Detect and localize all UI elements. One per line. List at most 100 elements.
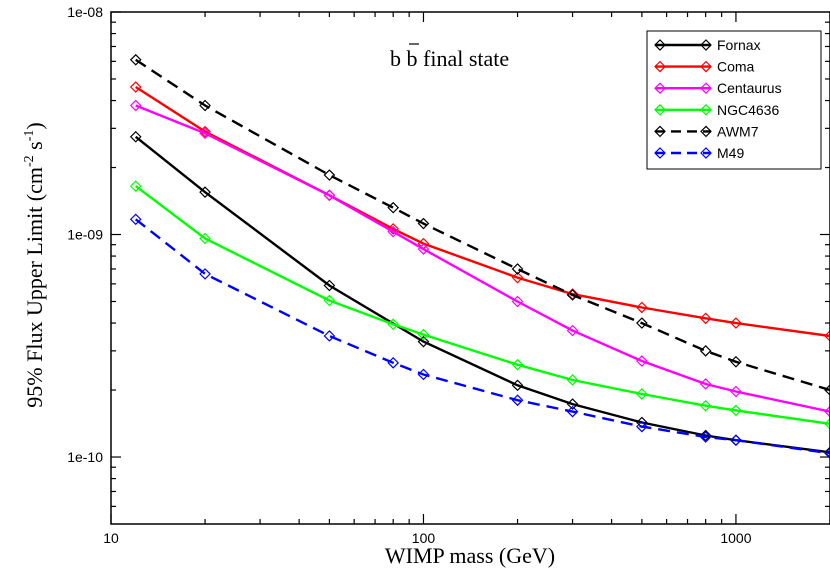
data-point-marker	[730, 434, 742, 447]
legend-box	[646, 30, 822, 170]
data-point-marker	[566, 374, 579, 386]
data-point-marker	[636, 317, 648, 329]
data-point-marker	[387, 201, 400, 214]
data-point-marker	[129, 53, 142, 66]
legend-label: NGC4636	[717, 102, 779, 118]
legend-marker	[654, 82, 666, 95]
data-point-marker	[129, 81, 142, 93]
data-point-marker	[387, 356, 400, 369]
x-tick-label: 100	[412, 530, 436, 546]
data-point-marker	[824, 405, 830, 418]
legend-marker	[700, 147, 712, 159]
data-point-marker	[199, 125, 211, 138]
legend-marker	[654, 103, 666, 116]
data-point-marker	[323, 294, 336, 307]
legend: Fornax Coma Centaurus NGC4636 AWM7 M49	[646, 30, 822, 170]
legend-label: AWM7	[717, 123, 759, 139]
data-point-marker	[824, 417, 830, 430]
x-tick-label: 1000	[720, 530, 751, 546]
legend-marker	[700, 103, 712, 116]
data-point-marker	[199, 127, 211, 140]
data-point-marker	[730, 317, 742, 329]
legend-marker	[654, 147, 666, 159]
series-layer	[129, 53, 830, 460]
series-line	[135, 104, 830, 413]
series-line	[134, 218, 830, 455]
data-point-marker	[699, 345, 712, 357]
data-point-marker	[417, 217, 430, 230]
data-point-marker	[323, 189, 336, 202]
data-point-marker	[824, 447, 830, 460]
data-point-marker	[730, 385, 742, 398]
legend-label: Centaurus	[717, 80, 782, 96]
data-point-marker	[824, 330, 830, 342]
data-point-marker	[699, 429, 712, 442]
annotation-bbar: b	[407, 46, 418, 71]
tick-layer: 10 100 1000 1e-10 1e-09 1e-08	[67, 4, 830, 546]
data-point-marker	[129, 213, 142, 226]
y-tick-label: 1e-09	[67, 227, 103, 243]
data-point-marker	[730, 404, 742, 417]
data-point-marker	[417, 368, 430, 381]
series-line	[134, 185, 830, 425]
data-point-marker	[566, 324, 579, 337]
data-point-marker	[129, 130, 142, 143]
data-point-marker	[129, 180, 142, 192]
data-point-marker	[566, 288, 579, 300]
data-point-marker	[511, 379, 524, 392]
y-axis-title: 95% Flux Upper Limit (cm-2 s-1)	[22, 122, 47, 407]
data-point-marker	[387, 318, 400, 331]
x-tick-label: 10	[103, 530, 119, 546]
data-point-marker	[387, 223, 400, 235]
legend-marker	[654, 39, 666, 51]
series-ngc4636	[129, 180, 830, 430]
data-point-marker	[566, 398, 579, 410]
data-point-marker	[511, 358, 524, 371]
annotation-text: b b final state	[390, 46, 509, 71]
x-axis-title: WIMP mass (GeV)	[385, 543, 555, 568]
data-point-marker	[511, 394, 524, 407]
data-point-marker	[824, 446, 830, 459]
y-tick-label: 1e-10	[67, 449, 103, 465]
data-point-marker	[129, 99, 142, 112]
data-point-marker	[199, 268, 211, 280]
legend-marker	[700, 82, 712, 95]
data-point-marker	[566, 405, 579, 418]
legend-marker	[700, 39, 712, 51]
legend-label: M49	[717, 145, 744, 161]
data-point-marker	[511, 295, 524, 308]
data-point-marker	[323, 169, 336, 181]
data-point-marker	[417, 335, 430, 348]
data-point-marker	[730, 355, 742, 368]
legend-marker	[654, 125, 666, 138]
series-centaurus	[129, 99, 830, 418]
data-point-marker	[323, 279, 336, 292]
data-point-marker	[417, 328, 430, 341]
series-m49	[129, 213, 830, 460]
series-line	[135, 58, 830, 392]
legend-label: Fornax	[717, 37, 761, 53]
plot-frame	[110, 11, 830, 525]
data-point-marker	[199, 232, 211, 245]
legend-marker	[700, 125, 712, 138]
legend-marker	[654, 60, 666, 73]
data-point-marker	[566, 289, 579, 301]
data-point-marker	[387, 225, 400, 238]
data-point-marker	[699, 399, 712, 412]
data-point-marker	[636, 388, 648, 400]
data-point-marker	[417, 243, 430, 255]
y-tick-label: 1e-08	[67, 4, 103, 20]
series-awm7	[129, 53, 830, 396]
data-point-marker	[824, 384, 830, 396]
data-point-marker	[199, 99, 211, 112]
data-point-marker	[699, 431, 712, 443]
data-point-marker	[636, 420, 648, 433]
data-point-marker	[323, 330, 336, 342]
data-point-marker	[199, 186, 211, 199]
legend-marker	[700, 60, 712, 73]
data-point-marker	[699, 312, 712, 325]
data-point-marker	[636, 355, 648, 367]
data-point-marker	[511, 263, 524, 275]
data-point-marker	[511, 271, 524, 284]
